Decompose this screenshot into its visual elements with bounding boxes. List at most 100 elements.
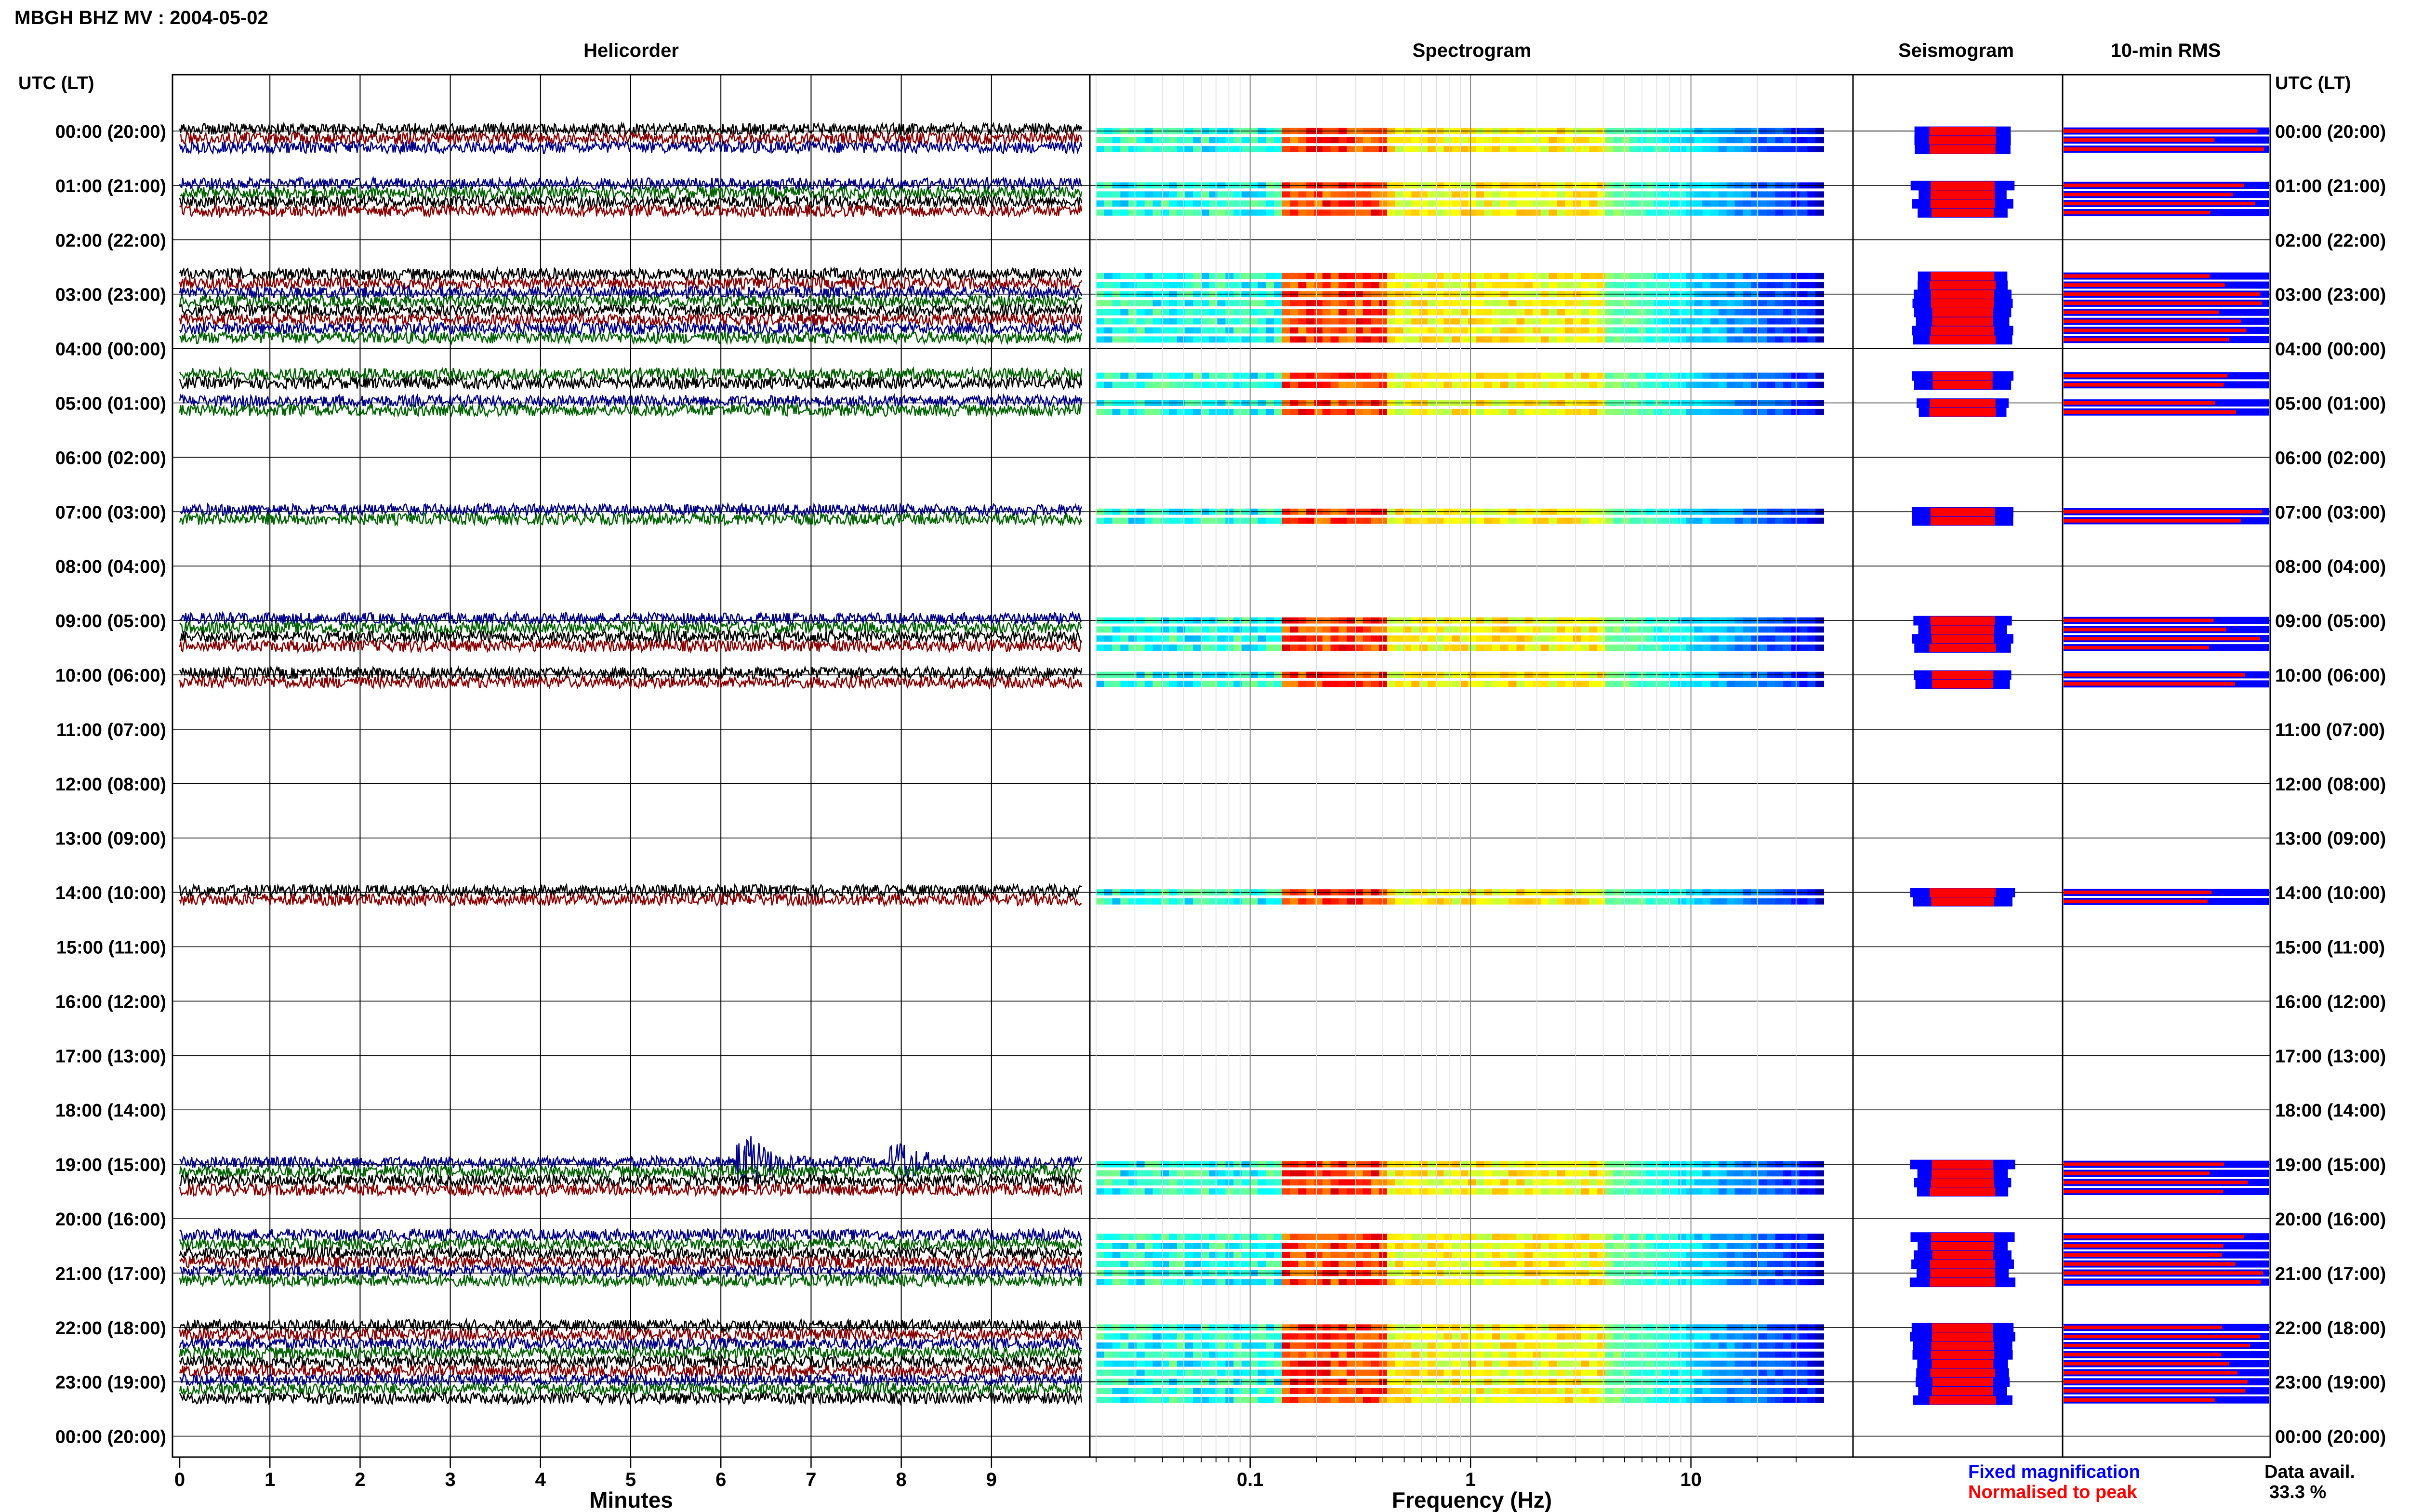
spectrogram-cell <box>1419 327 1428 334</box>
spectrogram-cell <box>1177 1234 1186 1240</box>
spectrogram-cell <box>1411 1333 1420 1340</box>
helicorder-trace <box>179 402 1082 418</box>
spectrogram-cell <box>1476 635 1485 642</box>
spectrogram-cell <box>1484 146 1493 153</box>
spectrogram-cell <box>1136 282 1145 289</box>
spectrogram-cell <box>1379 137 1388 144</box>
spectrogram-cell <box>1387 336 1396 343</box>
spectrogram-cell <box>1621 1396 1630 1403</box>
spectrogram-cell <box>1403 336 1412 343</box>
spectrogram-cell <box>1654 209 1663 216</box>
spectrogram-cell <box>1452 327 1460 334</box>
spectrogram-cell <box>1726 1388 1735 1394</box>
spectrogram-cell <box>1314 318 1323 325</box>
spectrogram-cell <box>1613 1360 1622 1367</box>
spectrogram-cell <box>1266 309 1275 316</box>
spectrogram-cell <box>1726 1360 1735 1367</box>
spectrogram-cell <box>1169 408 1178 415</box>
spectrogram-cell <box>1726 1243 1735 1249</box>
spectrogram-cell <box>1169 517 1178 524</box>
spectrogram-cell <box>1169 1234 1178 1240</box>
spectrogram-cell <box>1629 1170 1639 1177</box>
spectrogram-cell <box>1605 1234 1614 1240</box>
spectrogram-cell <box>1460 209 1469 216</box>
spectrogram-row <box>1096 626 1824 633</box>
spectrogram-cell <box>1516 1251 1525 1258</box>
spectrogram-cell <box>1759 1351 1768 1358</box>
spectrogram-cell <box>1306 137 1315 144</box>
spectrogram-cell <box>1419 282 1428 289</box>
spectrogram-cell <box>1775 517 1784 524</box>
spectrogram-cell <box>1330 1234 1339 1240</box>
spectrogram-cell <box>1557 200 1566 207</box>
spectrogram-cell <box>1427 626 1436 633</box>
spectrogram-cell <box>1767 1243 1776 1249</box>
spectrogram-cell <box>1306 1179 1315 1186</box>
spectrogram-cell <box>1395 1251 1404 1258</box>
spectrogram-cell <box>1257 1351 1267 1358</box>
spectrogram-cell <box>1516 635 1525 642</box>
spectrogram-cell <box>1645 1388 1655 1394</box>
spectrogram-cell <box>1363 644 1372 651</box>
spectrogram-cell <box>1233 1351 1242 1358</box>
spectrogram-cell <box>1540 1360 1549 1367</box>
helicorder-trace <box>179 393 1083 409</box>
spectrogram-cell <box>1452 626 1460 633</box>
spectrogram-cell <box>1193 137 1202 144</box>
spectrogram-cell <box>1128 1342 1137 1349</box>
spectrogram-cell <box>1573 137 1582 144</box>
helicorder-trace <box>179 302 1083 319</box>
spectrogram-cell <box>1799 1251 1808 1258</box>
spectrogram-cell <box>1629 1188 1639 1195</box>
spectrogram-cell <box>1152 1261 1162 1267</box>
spectrogram-cell <box>1282 1179 1291 1186</box>
spectrogram-cell <box>1791 309 1800 316</box>
spectrogram-cell <box>1443 681 1453 687</box>
spectrogram-cell <box>1743 191 1751 198</box>
spectrogram-cell <box>1274 282 1283 289</box>
spectrogram-cell <box>1201 644 1210 651</box>
spectrogram-cell <box>1500 681 1509 687</box>
spectrogram-cell <box>1524 1261 1533 1267</box>
spectrogram-cell <box>1152 191 1162 198</box>
spectrogram-cell <box>1460 282 1469 289</box>
spectrogram-cell <box>1443 1234 1453 1240</box>
spectrogram-cell <box>1783 1234 1792 1240</box>
spectrogram-cell <box>1605 1261 1614 1267</box>
spectrogram-cell <box>1314 1243 1323 1249</box>
spectrogram-cell <box>1209 1243 1218 1249</box>
spectrogram-cell <box>1112 309 1121 316</box>
spectrogram-cell <box>1452 200 1460 207</box>
spectrogram-cell <box>1387 327 1396 334</box>
spectrogram-cell <box>1387 1170 1396 1177</box>
spectrogram-cell <box>1185 1251 1194 1258</box>
spectrogram-cell <box>1710 517 1719 524</box>
spectrogram-cell <box>1282 1333 1291 1340</box>
spectrogram-cell <box>1783 644 1792 651</box>
spectrogram-cell <box>1605 300 1614 306</box>
spectrogram-cell <box>1734 1251 1744 1258</box>
spectrogram-cell <box>1201 372 1210 379</box>
spectrogram-cell <box>1508 273 1517 279</box>
spectrogram-cell <box>1282 327 1291 334</box>
spectrogram-cell <box>1427 381 1436 388</box>
spectrogram-cell <box>1363 1369 1372 1376</box>
rms-bar <box>2064 383 2224 387</box>
spectrogram-cell <box>1411 146 1420 153</box>
spectrogram-cell <box>1694 137 1703 144</box>
spectrogram-cell <box>1193 318 1202 325</box>
rms-bar <box>2064 1181 2248 1184</box>
spectrogram-cell <box>1734 1188 1744 1195</box>
spectrogram-cell <box>1242 327 1250 334</box>
spectrogram-cell <box>1734 146 1744 153</box>
spectrogram-cell <box>1403 1369 1412 1376</box>
spectrogram-cell <box>1330 300 1339 306</box>
spectrogram-cell <box>1549 146 1558 153</box>
spectrogram-cell <box>1347 1188 1355 1195</box>
spectrogram-cell <box>1759 146 1768 153</box>
helicorder-trace <box>179 284 1083 301</box>
spectrogram-cell <box>1613 300 1622 306</box>
spectrogram-cell <box>1104 200 1113 207</box>
spectrogram-cell <box>1257 1360 1267 1367</box>
spectrogram-cell <box>1387 146 1396 153</box>
